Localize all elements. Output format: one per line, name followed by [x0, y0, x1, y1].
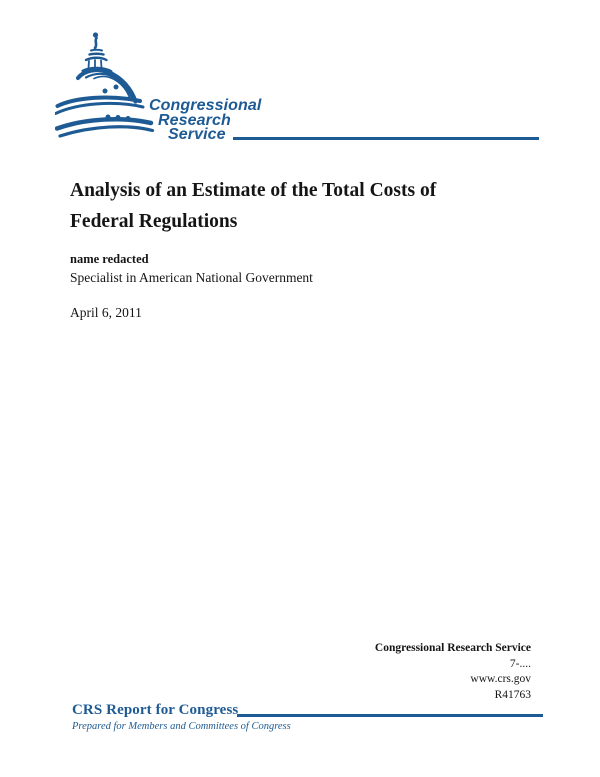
logo-line-service: Service — [168, 126, 226, 143]
footer-banner-title: CRS Report for Congress — [72, 702, 239, 718]
report-title: Analysis of an Estimate of the Total Cos… — [70, 175, 436, 237]
footer-website: www.crs.gov — [470, 673, 531, 685]
header-rule — [233, 137, 539, 140]
footer-contact-block: Congressional Research Service 7-.... ww… — [375, 641, 531, 703]
author-role: Specialist in American National Governme… — [70, 270, 313, 285]
report-title-line2: Federal Regulations — [70, 211, 238, 232]
footer-phone: 7-.... — [509, 657, 531, 670]
report-date: April 6, 2011 — [70, 305, 142, 320]
footer-report-number: R41763 — [494, 688, 531, 701]
logo-line-research: Research — [158, 111, 231, 129]
capitol-dome-icon — [55, 32, 155, 138]
author-name: name redacted — [70, 252, 149, 266]
report-title-line1: Analysis of an Estimate of the Total Cos… — [70, 180, 437, 201]
crs-logo-wordmark: Congressional Research Service — [149, 97, 262, 143]
footer-org: Congressional Research Service — [374, 642, 531, 654]
footer-banner-rule — [237, 714, 543, 717]
logo-line-congressional: Congressional — [149, 97, 262, 114]
footer-banner-tagline: Prepared for Members and Committees of C… — [72, 721, 291, 732]
